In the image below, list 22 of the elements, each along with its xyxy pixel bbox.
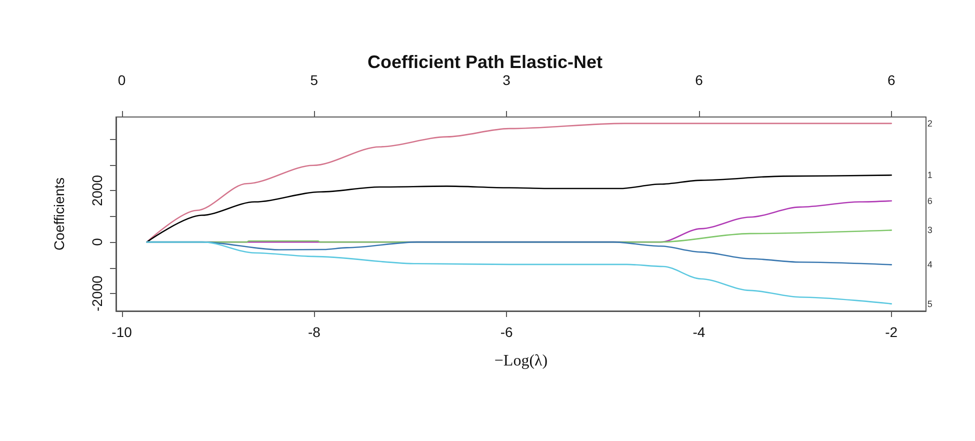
text: 6 (927, 196, 932, 206)
y-axis-title: Coefficients (51, 178, 67, 250)
text: 0 (118, 72, 126, 88)
text: 5 (927, 298, 932, 309)
x-axis-title: −Log(λ) (494, 352, 548, 370)
text: 4 (927, 260, 932, 270)
x-tick-label: -8 (308, 324, 321, 340)
text: 1 (927, 170, 932, 180)
text: 5 (310, 72, 318, 88)
y-tick-label: 0 (89, 238, 105, 246)
text: 2 (927, 118, 932, 128)
x-tick-label: -2 (885, 324, 898, 340)
chart-title: Coefficient Path Elastic-Net (367, 52, 603, 72)
text: 3 (927, 225, 932, 236)
text: 6 (695, 72, 704, 88)
y-tick-label: -2000 (89, 275, 105, 312)
y-tick-label: 2000 (89, 174, 105, 206)
text: 6 (887, 72, 896, 88)
x-tick-label: -4 (692, 324, 706, 340)
text: 3 (502, 72, 511, 88)
x-tick-label: -10 (112, 324, 132, 340)
x-tick-label: -6 (500, 324, 514, 340)
